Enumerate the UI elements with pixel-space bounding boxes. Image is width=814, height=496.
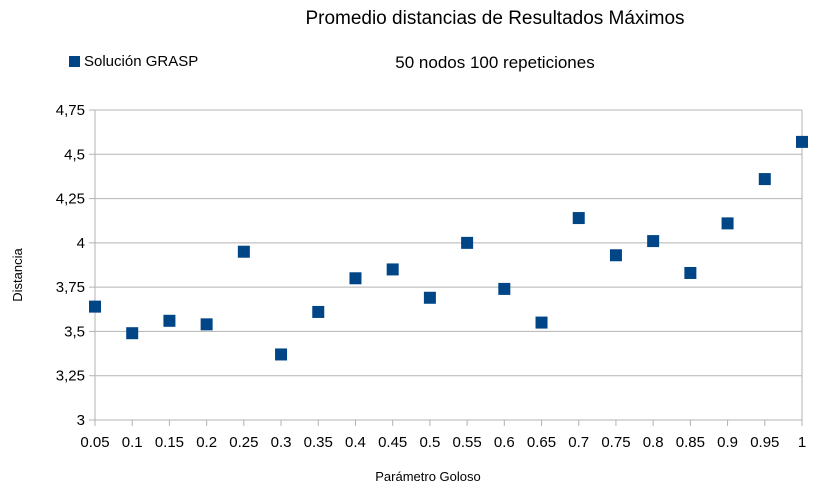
y-tick-label: 4,25: [56, 191, 85, 208]
data-point: [237, 245, 250, 258]
data-point: [163, 314, 176, 327]
x-tick-label: 0.35: [304, 434, 333, 451]
x-tick-label: 0.2: [196, 434, 217, 451]
x-axis-label: Parámetro Goloso: [375, 469, 481, 484]
data-point: [126, 327, 139, 340]
axes: [94, 110, 803, 426]
y-tick-label: 3,75: [56, 279, 85, 296]
data-point: [349, 272, 362, 285]
x-tick-label: 0.25: [229, 434, 258, 451]
y-tick-label: 4: [77, 235, 85, 252]
y-tick-label: 4,5: [64, 146, 85, 163]
data-point: [535, 316, 548, 329]
x-tick-label: 0.8: [643, 434, 664, 451]
x-tick-label: 0.55: [453, 434, 482, 451]
data-point: [684, 266, 697, 279]
chart-subtitle: 50 nodos 100 repeticiones: [395, 53, 594, 72]
x-tick-label: 0.85: [676, 434, 705, 451]
x-tick-label: 0.65: [527, 434, 556, 451]
data-point: [572, 212, 585, 225]
data-point: [386, 263, 399, 276]
x-tick-label: 0.6: [494, 434, 515, 451]
y-tick-label: 3,25: [56, 368, 85, 385]
x-tick-label: 0.4: [345, 434, 366, 451]
y-tick-label: 3,5: [64, 323, 85, 340]
y-axis-label: Distancia: [10, 247, 25, 301]
data-point: [758, 173, 771, 186]
data-point: [609, 249, 622, 262]
data-point: [312, 305, 325, 318]
data-point: [796, 135, 808, 148]
legend-marker: [69, 56, 80, 67]
legend: Solución GRASP: [69, 53, 198, 70]
x-tick-label: 0.3: [271, 434, 292, 451]
x-tick-label: 0.45: [378, 434, 407, 451]
data-point: [461, 236, 474, 249]
x-tick-label: 0.15: [155, 434, 184, 451]
y-tick-label: 4,75: [56, 102, 85, 119]
x-tick-label: 0.1: [122, 434, 143, 451]
legend-label: Solución GRASP: [84, 53, 198, 70]
data-point: [498, 282, 511, 295]
data-point: [721, 217, 734, 230]
x-tick-label: 0.05: [80, 434, 109, 451]
data-point: [200, 318, 213, 331]
x-tick-label: 0.9: [717, 434, 738, 451]
y-tick-label: 3: [77, 412, 85, 429]
x-tick-label: 1: [798, 434, 806, 451]
x-tick-labels: 0.05 0.1 0.15 0.2 0.25 0.3 0.35 0.4 0.45 0.5 0.55 0…: [80, 434, 806, 451]
gridlines: [89, 109, 802, 421]
data-point: [423, 291, 436, 304]
data-point: [647, 235, 660, 248]
data-points: [89, 135, 808, 361]
data-point: [89, 300, 101, 313]
y-tick-labels: 3 3,25 3,5 3,75 4 4,25 4,5 4,75: [56, 102, 85, 429]
x-tick-label: 0.95: [750, 434, 779, 451]
chart-title: Promedio distancias de Resultados Máximo…: [305, 8, 684, 29]
data-point: [275, 348, 288, 361]
x-tick-label: 0.75: [601, 434, 630, 451]
x-tick-label: 0.5: [419, 434, 440, 451]
x-tick-label: 0.7: [568, 434, 589, 451]
